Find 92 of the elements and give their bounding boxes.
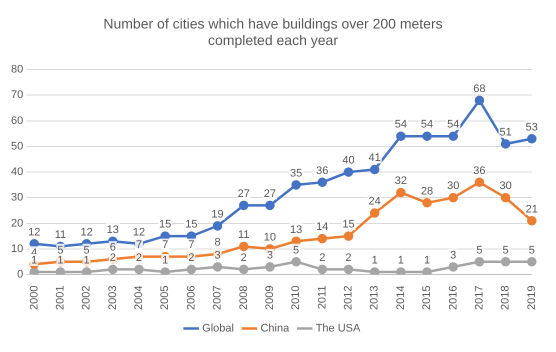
- y-tick-label: 80: [10, 64, 24, 76]
- data-label: 1: [31, 254, 38, 266]
- x-tick-label: 2009: [264, 286, 276, 310]
- x-tick-label: 2000: [28, 286, 40, 310]
- data-label: 40: [342, 154, 355, 167]
- x-tick-label: 2012: [342, 286, 355, 310]
- data-label: 36: [473, 164, 486, 177]
- data-label: 3: [266, 249, 273, 262]
- y-tick-label: 30: [10, 192, 24, 204]
- data-label: 2: [319, 252, 326, 264]
- data-label: 21: [526, 203, 538, 216]
- data-label: 15: [159, 218, 172, 231]
- data-label: 2: [136, 252, 142, 264]
- data-label: 1: [57, 254, 64, 266]
- y-tick-label: 70: [10, 89, 24, 102]
- data-label: 5: [293, 244, 300, 256]
- y-tick-label: 10: [10, 242, 24, 255]
- data-label: 54: [420, 118, 434, 131]
- data-label: 5: [502, 244, 509, 256]
- x-tick-label: 2019: [526, 286, 538, 310]
- data-label: 5: [476, 244, 482, 256]
- data-label: 36: [316, 164, 328, 177]
- y-tick-label: 50: [10, 140, 24, 152]
- data-label: 27: [238, 188, 250, 200]
- data-label: 13: [106, 224, 119, 236]
- y-tick-label: 20: [10, 217, 24, 230]
- y-tick-label: 0: [17, 268, 24, 281]
- x-tick-label: 2011: [316, 286, 328, 310]
- x-tick-label: 2003: [106, 286, 119, 310]
- data-label: 6: [110, 242, 116, 254]
- x-tick-label: 2006: [185, 286, 198, 310]
- data-label: 2: [188, 252, 194, 264]
- data-label: 7: [162, 239, 168, 252]
- data-label: 7: [188, 239, 194, 252]
- data-label: 12: [80, 226, 93, 238]
- data-label: 3: [450, 249, 456, 262]
- data-label: 30: [499, 180, 512, 192]
- data-label: 54: [394, 118, 407, 131]
- data-label: 24: [368, 196, 381, 208]
- legend-label: The USA: [316, 322, 361, 335]
- x-tick-label: 2002: [80, 286, 93, 310]
- x-tick-label: 2015: [421, 286, 434, 310]
- data-label: 2: [240, 252, 247, 264]
- data-label: 13: [290, 224, 302, 236]
- data-label: 35: [290, 167, 302, 180]
- data-label: 30: [447, 180, 460, 192]
- data-label: 32: [394, 175, 407, 188]
- x-tick-label: 2004: [133, 286, 146, 310]
- chart-title: Number of cities which have buildings over 200 meters completed each year: [103, 15, 443, 48]
- legend-label: Global: [202, 322, 234, 335]
- data-label: 28: [420, 185, 434, 198]
- x-tick-label: 2008: [238, 286, 250, 310]
- data-label: 54: [447, 118, 460, 131]
- data-label: 51: [499, 126, 512, 138]
- legend-label: China: [260, 322, 290, 335]
- data-label: 8: [214, 236, 221, 249]
- data-label: 41: [368, 152, 381, 164]
- x-tick-label: 2017: [473, 286, 486, 310]
- x-tick-label: 2016: [447, 286, 460, 310]
- data-label: 12: [28, 226, 40, 238]
- data-label: 5: [57, 244, 64, 256]
- data-label: 10: [264, 231, 276, 244]
- data-label: 1: [84, 254, 90, 266]
- data-label: 3: [214, 249, 221, 262]
- data-label: 2: [110, 252, 116, 264]
- x-tick-label: 2010: [290, 286, 302, 310]
- data-label: 5: [528, 244, 535, 256]
- x-tick-label: 2014: [394, 286, 407, 310]
- data-label: 1: [424, 254, 430, 266]
- data-label: 1: [398, 254, 404, 266]
- x-tick-label: 2005: [159, 286, 172, 310]
- data-label: 53: [526, 121, 538, 134]
- data-label: 12: [132, 226, 146, 238]
- data-label: 11: [238, 228, 250, 241]
- data-label: 5: [84, 244, 90, 256]
- data-label: 7: [136, 239, 142, 252]
- data-label: 2: [345, 252, 352, 264]
- data-label: 14: [316, 221, 328, 234]
- data-label: 1: [372, 254, 378, 266]
- x-tick-label: 2018: [500, 286, 512, 310]
- data-label: 11: [54, 228, 66, 241]
- y-tick-label: 40: [10, 166, 24, 178]
- data-label: 19: [211, 208, 224, 220]
- x-tick-label: 2013: [368, 286, 381, 310]
- data-label: 1: [162, 254, 168, 266]
- data-label: 27: [264, 188, 276, 200]
- data-label: 15: [342, 218, 355, 231]
- data-label: 68: [473, 82, 486, 95]
- x-tick-label: 2007: [212, 286, 224, 310]
- x-tick-label: 2001: [54, 286, 66, 310]
- data-label: 15: [185, 218, 198, 231]
- y-tick-label: 60: [10, 114, 24, 127]
